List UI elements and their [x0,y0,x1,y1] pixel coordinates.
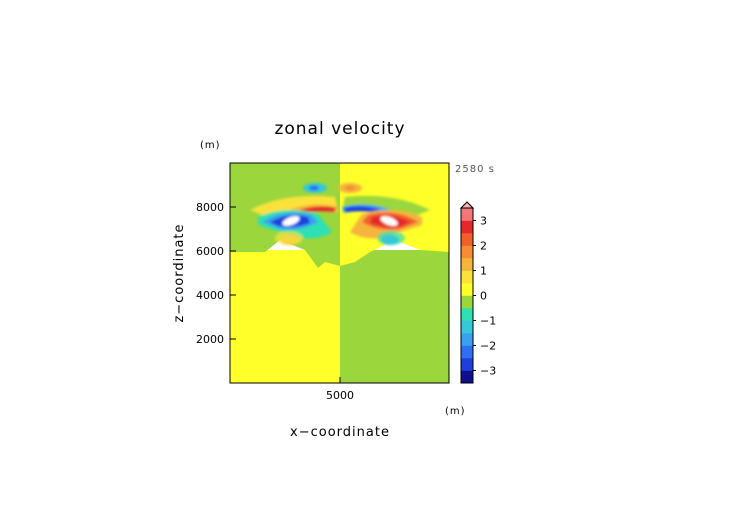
z-axis-label: z−coordinate [172,223,187,322]
z-tick-label-4000: 4000 [196,289,224,302]
colorbar-tick-label: 0 [480,290,487,303]
colorbar-band [461,370,473,384]
chart-title: zonal velocity [274,119,405,139]
right-deep-arc [344,206,380,213]
plot-area: 2000 4000 6000 8000 5000 [196,162,450,402]
right-jet-core [380,216,398,226]
colorbar-band [461,358,473,371]
colorbar-tick-label: −2 [480,340,496,353]
colorbar: 3 2 1 0 −1 −2 −3 [459,201,496,384]
x-unit-label: (m) [445,406,466,417]
colorbar-ticks: 3 2 1 0 −1 −2 −3 [473,215,496,378]
colorbar-band [461,283,473,296]
colorbar-band [461,345,473,359]
field-lower-right [340,250,449,383]
left-jet-core [282,216,300,226]
z-tick-label-6000: 6000 [196,245,224,258]
colorbar-band [461,333,473,346]
right-lower-blob [381,235,399,245]
z-tick-label-8000: 8000 [196,201,224,214]
colorbar-tick-label: −1 [480,315,496,328]
colorbar-band [461,208,473,221]
colorbar-extend-arrow [459,201,475,209]
x-axis-label: x−coordinate [290,425,390,440]
field-lower-left [230,250,340,383]
x-tick-label-5000: 5000 [326,389,354,402]
colorbar-band [461,308,473,321]
z-unit-label: (m) [200,140,221,151]
left-red-arc [300,206,336,213]
colorbar-band [461,245,473,259]
colorbar-band [461,258,473,271]
velocity-field [230,163,449,383]
z-axis-ticks [230,206,236,340]
colorbar-band [461,295,473,309]
colorbar-band [461,320,473,334]
colorbar-tick-label: 1 [480,265,487,278]
colorbar-bands [461,208,473,384]
left-lower-blob-light [275,231,303,245]
time-label: 2580 s [455,164,495,175]
z-tick-label-2000: 2000 [196,333,224,346]
colorbar-band [461,233,473,246]
colorbar-band [461,270,473,284]
colorbar-tick-label: 3 [480,215,487,228]
colorbar-band [461,220,473,234]
colorbar-tick-label: −3 [480,365,496,378]
colorbar-tick-label: 2 [480,240,487,253]
left-top-lobe-core [309,185,319,191]
right-top-lobe-core [345,185,355,191]
